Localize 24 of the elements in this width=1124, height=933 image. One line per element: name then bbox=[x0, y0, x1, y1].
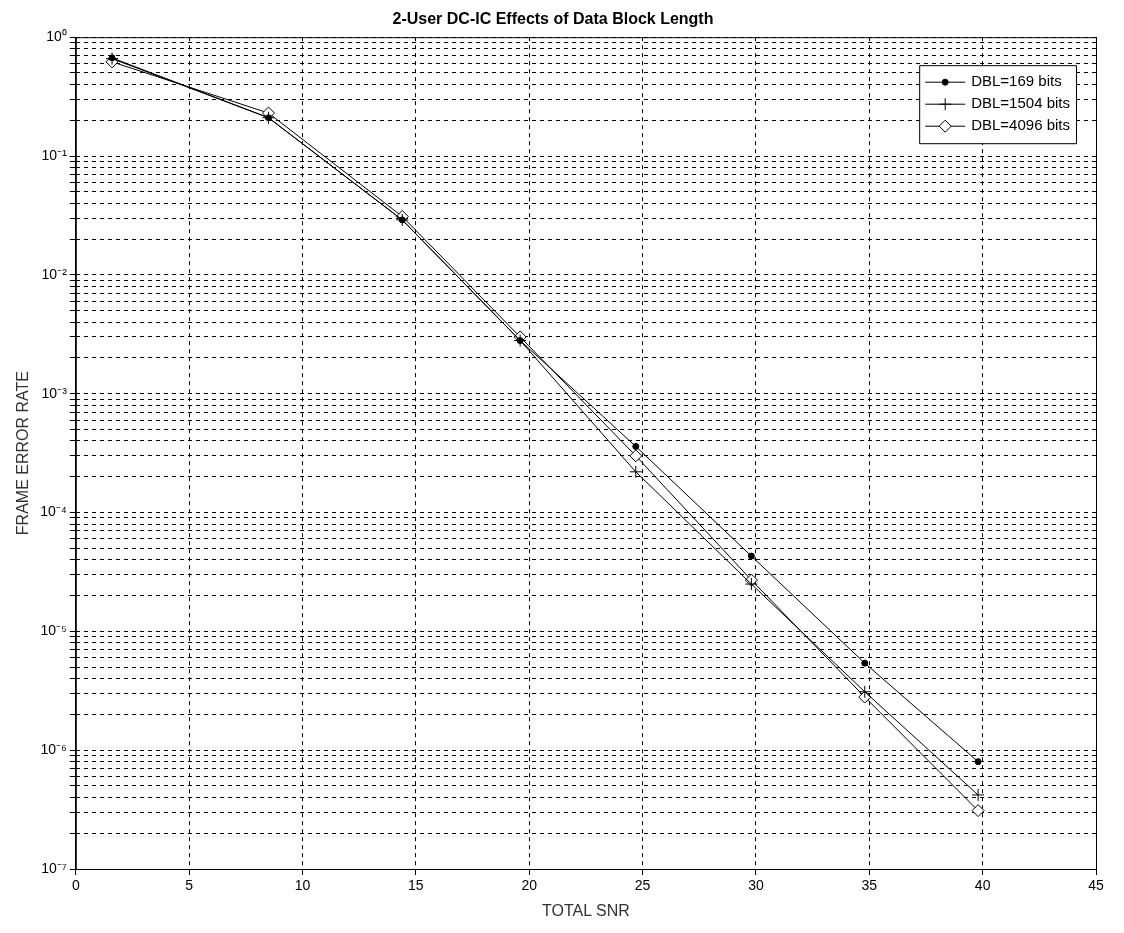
y-tick-label: 10⁻⁴ bbox=[40, 503, 67, 520]
x-tick-label: 5 bbox=[185, 877, 194, 894]
x-tick-label: 0 bbox=[71, 877, 80, 894]
x-tick-label: 35 bbox=[861, 877, 878, 894]
x-tick-label: 30 bbox=[748, 877, 764, 894]
y-tick-label: 10⁻¹ bbox=[41, 146, 68, 163]
y-tick-label: 10⁻² bbox=[41, 265, 68, 282]
legend-label: DBL=1504 bits bbox=[971, 94, 1071, 112]
y-tick-label: 10⁻⁶ bbox=[40, 741, 67, 758]
y-axis-title: FRAME ERROR RATE bbox=[14, 371, 32, 536]
legend-label: DBL=169 bits bbox=[971, 72, 1062, 90]
y-tick-label: 10⁰ bbox=[46, 28, 67, 45]
y-tick-label: 10⁻⁵ bbox=[40, 622, 67, 639]
x-tick-label: 25 bbox=[634, 877, 651, 894]
x-tick-label: 40 bbox=[974, 877, 991, 894]
y-tick-label: 10⁻⁷ bbox=[41, 859, 67, 876]
x-tick-label: 15 bbox=[408, 877, 424, 894]
x-axis-title: TOTAL SNR bbox=[542, 901, 630, 919]
legend-label: DBL=4096 bits bbox=[971, 116, 1071, 134]
x-tick-label: 20 bbox=[521, 877, 538, 894]
y-tick-label: 10⁻³ bbox=[41, 384, 68, 401]
x-tick-label: 45 bbox=[1088, 877, 1104, 894]
x-tick-label: 10 bbox=[294, 877, 311, 894]
chart-title: 2-User DC-IC Effects of Data Block Length bbox=[392, 10, 714, 28]
